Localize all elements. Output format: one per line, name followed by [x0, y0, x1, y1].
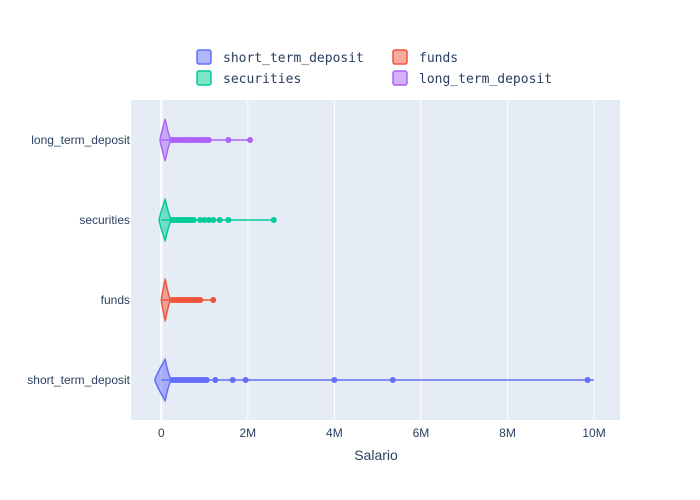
- x-axis-title: Salario: [354, 447, 398, 463]
- legend: short_term_deposit funds securities long_te…: [196, 49, 552, 87]
- outlier-point: [201, 217, 208, 223]
- legend-label: securities: [223, 72, 301, 87]
- legend-swatch: [196, 49, 212, 65]
- legend-label: funds: [419, 51, 458, 66]
- outlier-point: [216, 217, 223, 223]
- legend-label: short_term_deposit: [223, 51, 364, 66]
- outlier-point: [331, 377, 338, 383]
- outlier-point: [205, 137, 212, 143]
- legend-item-funds: funds: [392, 49, 458, 66]
- y-tick-label: long_term_deposit: [31, 133, 130, 147]
- outlier-point: [212, 377, 219, 383]
- plot-area: [131, 100, 620, 420]
- x-tick-label: 4M: [326, 426, 343, 440]
- x-tick-label: 6M: [413, 426, 430, 440]
- outlier-point: [197, 217, 204, 223]
- legend-item-long-term-deposit: long_term_deposit: [392, 70, 552, 87]
- x-tick-label: 0: [158, 426, 165, 440]
- outlier-point: [247, 137, 254, 143]
- legend-swatch: [392, 70, 408, 86]
- x-axis-ticks: 0 2M 4M 6M 8M 10M: [158, 426, 606, 440]
- outlier-point: [225, 137, 232, 143]
- violin-long-term-deposit: [159, 118, 254, 162]
- outlier-point: [242, 377, 249, 383]
- y-axis-ticks: short_term_deposit funds securities long_te…: [27, 133, 130, 387]
- outlier-point: [584, 377, 591, 383]
- outlier-point: [229, 377, 236, 383]
- y-tick-label: securities: [79, 213, 130, 227]
- outlier-point: [205, 217, 212, 223]
- outlier-point: [389, 377, 396, 383]
- outlier-point: [210, 217, 217, 223]
- outlier-point: [190, 217, 197, 223]
- legend-label: long_term_deposit: [419, 72, 552, 87]
- violin-securities: [158, 197, 277, 243]
- outlier-point: [225, 217, 232, 223]
- outlier-point: [203, 377, 210, 383]
- x-tick-label: 8M: [499, 426, 516, 440]
- x-tick-label: 2M: [240, 426, 257, 440]
- outlier-point: [197, 297, 204, 303]
- violins: [154, 118, 595, 403]
- violin-short-term-deposit: [154, 357, 595, 403]
- legend-item-securities: securities: [196, 70, 301, 87]
- legend-swatch: [196, 70, 212, 86]
- legend-item-short-term-deposit: short_term_deposit: [196, 49, 364, 66]
- outlier-point: [270, 217, 277, 223]
- x-tick-label: 10M: [582, 426, 605, 440]
- violin-funds: [160, 277, 217, 323]
- legend-swatch: [392, 49, 408, 65]
- outlier-point: [210, 297, 217, 303]
- y-tick-label: funds: [101, 293, 130, 307]
- y-tick-label: short_term_deposit: [27, 373, 130, 387]
